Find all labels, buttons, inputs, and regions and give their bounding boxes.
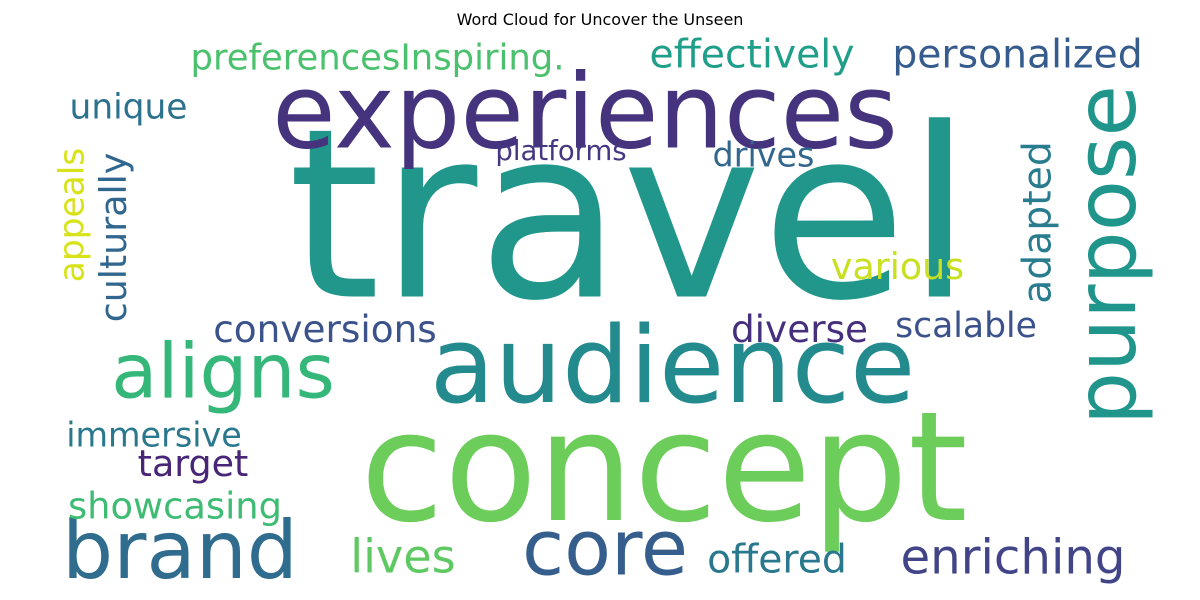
word-enriching: enriching: [901, 530, 1126, 586]
word-immersive: immersive: [66, 416, 242, 455]
word-concept: concept: [360, 379, 968, 556]
word-platforms: platforms: [495, 135, 626, 167]
word-drives: drives: [713, 136, 815, 175]
word-various: various: [831, 245, 964, 288]
word-culturally: culturally: [92, 153, 135, 323]
word-personalized: personalized: [892, 33, 1142, 78]
word-brand: brand: [62, 504, 298, 598]
word-travel: travel: [288, 78, 972, 353]
word-aligns: aligns: [111, 328, 335, 416]
word-appeals: appeals: [53, 148, 93, 282]
word-core: core: [522, 505, 688, 594]
chart-title: Word Cloud for Uncover the Unseen: [456, 10, 744, 29]
word-conversions: conversions: [213, 307, 437, 351]
word-adapted: adapted: [1016, 141, 1061, 304]
word-experiences: experiences: [272, 53, 898, 173]
word-scalable: scalable: [895, 306, 1037, 346]
word-lives: lives: [350, 530, 455, 584]
word-unique: unique: [70, 88, 188, 128]
word-purpose: purpose: [1057, 85, 1155, 425]
word-audience: audience: [430, 304, 916, 428]
word-target: target: [138, 442, 249, 485]
word-showcasing: showcasing: [68, 485, 282, 528]
word-effectively: effectively: [650, 33, 855, 78]
word-offered: offered: [707, 538, 847, 583]
word-preferencesinspiring: preferencesInspiring.: [190, 38, 564, 79]
word-diverse: diverse: [731, 307, 868, 351]
